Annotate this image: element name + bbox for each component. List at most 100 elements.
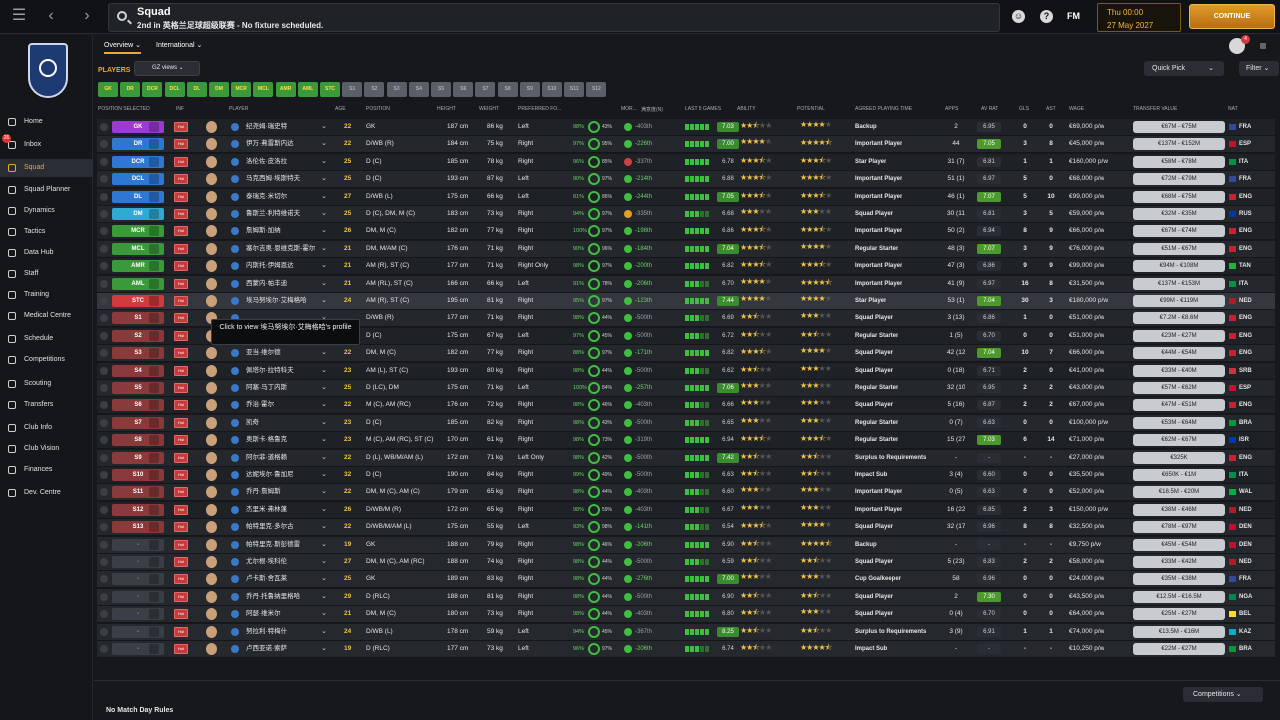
position-selected-tag[interactable]: AMR <box>112 260 164 273</box>
transfer-value[interactable]: €53M - €64M <box>1133 416 1225 429</box>
player-menu-icon[interactable]: ⌄ <box>321 227 327 235</box>
position-selected-tag[interactable]: - <box>112 608 164 621</box>
player-name[interactable]: 帕特里克·斯彭德雷 <box>246 540 301 548</box>
search-bar[interactable]: Squad 2nd in 英格兰足球超级联赛 - No fixture sche… <box>108 3 1000 32</box>
position-dropdown-icon[interactable] <box>149 330 159 341</box>
row-select-checkbox[interactable] <box>100 175 108 184</box>
col-age[interactable]: AGE <box>335 106 346 112</box>
player-name[interactable]: 努拉利·特梅什 <box>246 627 288 635</box>
row-select-checkbox[interactable] <box>100 349 108 358</box>
fm-logo[interactable]: FM <box>1067 11 1080 21</box>
position-dropdown-icon[interactable] <box>149 243 159 254</box>
position-selected-tag[interactable]: DCR <box>112 155 164 168</box>
face-icon[interactable]: ☺ <box>1012 10 1025 23</box>
player-name[interactable]: 西蒙内·帕丰迪 <box>246 279 288 287</box>
sidebar-item-squad[interactable]: Squad <box>0 159 93 177</box>
row-select-checkbox[interactable] <box>100 401 108 410</box>
row-select-checkbox[interactable] <box>100 366 108 375</box>
position-dropdown-icon[interactable] <box>149 452 159 463</box>
row-select-checkbox[interactable] <box>100 523 108 532</box>
table-row[interactable]: GK Hol 纪尧姆·瑞史特 ⌄ 22 GK 187 cm 86 kg Left 98% 43% -4… <box>97 119 1275 136</box>
transfer-value[interactable]: €137M - €153M <box>1133 277 1225 290</box>
position-chip[interactable]: DL <box>186 82 207 97</box>
table-row[interactable]: S12 Hol 杰里米·弗林蓬 ⌄ 26 D/WB/M (R) 172 cm 65 kg Rig… <box>97 501 1275 519</box>
table-row[interactable]: MCR Hol 詹姆斯·加纳 ⌄ 26 DM, M (C) 182 cm 77 kg Right… <box>97 223 1275 241</box>
table-row[interactable]: - Hol 卢西亚诺·索萨 ⌄ 19 D (RLC) 177 cm 73 kg Left 96% 9… <box>97 641 1275 658</box>
transfer-value[interactable]: €25M - €27M <box>1133 608 1225 621</box>
position-dropdown-icon[interactable] <box>149 261 159 272</box>
player-menu-icon[interactable]: ⌄ <box>321 540 327 548</box>
position-selected-tag[interactable]: - <box>112 590 164 603</box>
position-dropdown-icon[interactable] <box>149 278 159 289</box>
col-gls[interactable]: GLS <box>1019 106 1030 112</box>
transfer-value[interactable]: €72M - €79M <box>1133 173 1225 186</box>
row-select-checkbox[interactable] <box>100 471 108 479</box>
transfer-value[interactable]: €68M - €75M <box>1133 190 1225 203</box>
col-ability[interactable]: ABILITY <box>737 106 756 112</box>
sidebar-item-finances[interactable]: Finances <box>0 461 93 479</box>
row-select-checkbox[interactable] <box>100 505 108 514</box>
col-pos-selected[interactable]: POSITION SELECTED <box>98 106 150 112</box>
transfer-value[interactable]: €57M - €62M <box>1133 382 1225 394</box>
player-name[interactable]: 阿尔菲·道格赖 <box>246 453 288 461</box>
player-menu-icon[interactable]: ⌄ <box>321 645 327 652</box>
position-dropdown-icon[interactable] <box>149 122 159 132</box>
position-chip[interactable]: AML <box>297 82 318 97</box>
player-name[interactable]: 纪尧姆·瑞史特 <box>246 123 288 130</box>
row-select-checkbox[interactable] <box>100 140 108 149</box>
table-row[interactable]: - Hol 乔丹·托鲁纳里格哈 ⌄ 29 D (RLC) 188 cm 81 kg Right 9… <box>97 588 1275 606</box>
table-row[interactable]: DR Hol 伊万·弗雷斯内达 ⌄ 22 D/WB (R) 184 cm 75 kg Right… <box>97 136 1275 154</box>
table-row[interactable]: S5 Hol 阿塞·马丁内斯 ⌄ 25 D (LC), DM 175 cm 71 kg Left… <box>97 380 1275 397</box>
back-nav-icon[interactable]: ‹ <box>48 7 54 24</box>
transfer-value[interactable]: €99M - €119M <box>1133 295 1225 307</box>
col-morale[interactable]: MOR... <box>621 106 637 112</box>
sidebar-item-medical[interactable]: Medical Centre <box>0 307 93 325</box>
table-row[interactable]: S7 Hol 凯奇 ⌄ 23 D (C) 185 cm 82 kg Right 98% 43% -50… <box>97 414 1275 432</box>
player-menu-icon[interactable]: ⌄ <box>321 592 327 600</box>
position-dropdown-icon[interactable] <box>149 139 159 150</box>
position-selected-tag[interactable]: S11 <box>112 486 164 499</box>
player-name[interactable]: 卢西亚诺·索萨 <box>246 645 288 652</box>
sidebar-item-dynamics[interactable]: Dynamics <box>0 202 93 220</box>
help-icon[interactable]: ? <box>1040 10 1053 23</box>
position-chip[interactable]: S9 <box>519 82 540 97</box>
forward-nav-icon[interactable]: › <box>84 7 90 24</box>
position-selected-tag[interactable]: DL <box>112 190 164 203</box>
sidebar-item-schedule[interactable]: Schedule <box>0 330 93 348</box>
transfer-value[interactable]: €44M - €54M <box>1133 347 1225 360</box>
position-selected-tag[interactable]: S3 <box>112 347 164 360</box>
position-chip[interactable]: S12 <box>586 82 607 97</box>
tab-overview[interactable]: Overview ⌄ <box>104 41 141 54</box>
avatar[interactable]: 4 <box>1229 35 1250 54</box>
row-select-checkbox[interactable] <box>100 331 108 340</box>
position-dropdown-icon[interactable] <box>149 644 159 654</box>
player-name[interactable]: 帕特里克·多尔古 <box>246 523 294 531</box>
player-name[interactable]: 埃马努埃尔·艾梅格哈 <box>246 297 307 304</box>
player-name[interactable]: 塞尔吉奥·恩维克斯-霍尔 <box>246 244 316 252</box>
row-select-checkbox[interactable] <box>100 192 108 201</box>
transfer-value[interactable]: €58M - €78M <box>1133 155 1225 168</box>
competitions-dropdown[interactable]: Competitions ⌄ <box>1183 687 1263 702</box>
position-selected-tag[interactable]: S5 <box>112 382 164 394</box>
row-select-checkbox[interactable] <box>100 575 108 584</box>
date-display[interactable]: Thu 00:00 27 May 2027 <box>1097 3 1181 32</box>
col-preferred-foot[interactable]: PREFERRED FO... <box>518 106 562 112</box>
position-chip[interactable]: DM <box>209 82 229 97</box>
row-select-checkbox[interactable] <box>100 558 108 566</box>
row-select-checkbox[interactable] <box>100 227 108 236</box>
row-select-checkbox[interactable] <box>100 279 108 288</box>
player-menu-icon[interactable]: ⌄ <box>321 279 327 287</box>
player-menu-icon[interactable]: ⌄ <box>321 505 327 513</box>
row-select-checkbox[interactable] <box>100 384 108 392</box>
player-menu-icon[interactable]: ⌄ <box>321 627 327 635</box>
views-dropdown[interactable]: GZ views ⌄ <box>134 61 200 76</box>
transfer-value[interactable]: €51M - €67M <box>1133 242 1225 255</box>
transfer-value[interactable]: €23M - €27M <box>1133 329 1225 342</box>
player-name[interactable]: 泰瑞克·米切尔 <box>246 192 288 200</box>
player-name[interactable]: 尤尔根·埃科伦 <box>246 558 288 565</box>
position-selected-tag[interactable]: STC <box>112 295 164 307</box>
position-dropdown-icon[interactable] <box>149 557 159 567</box>
sidebar-item-transfers[interactable]: Transfers <box>0 396 93 414</box>
sidebar-item-dev-centre[interactable]: Dev. Centre <box>0 484 93 502</box>
